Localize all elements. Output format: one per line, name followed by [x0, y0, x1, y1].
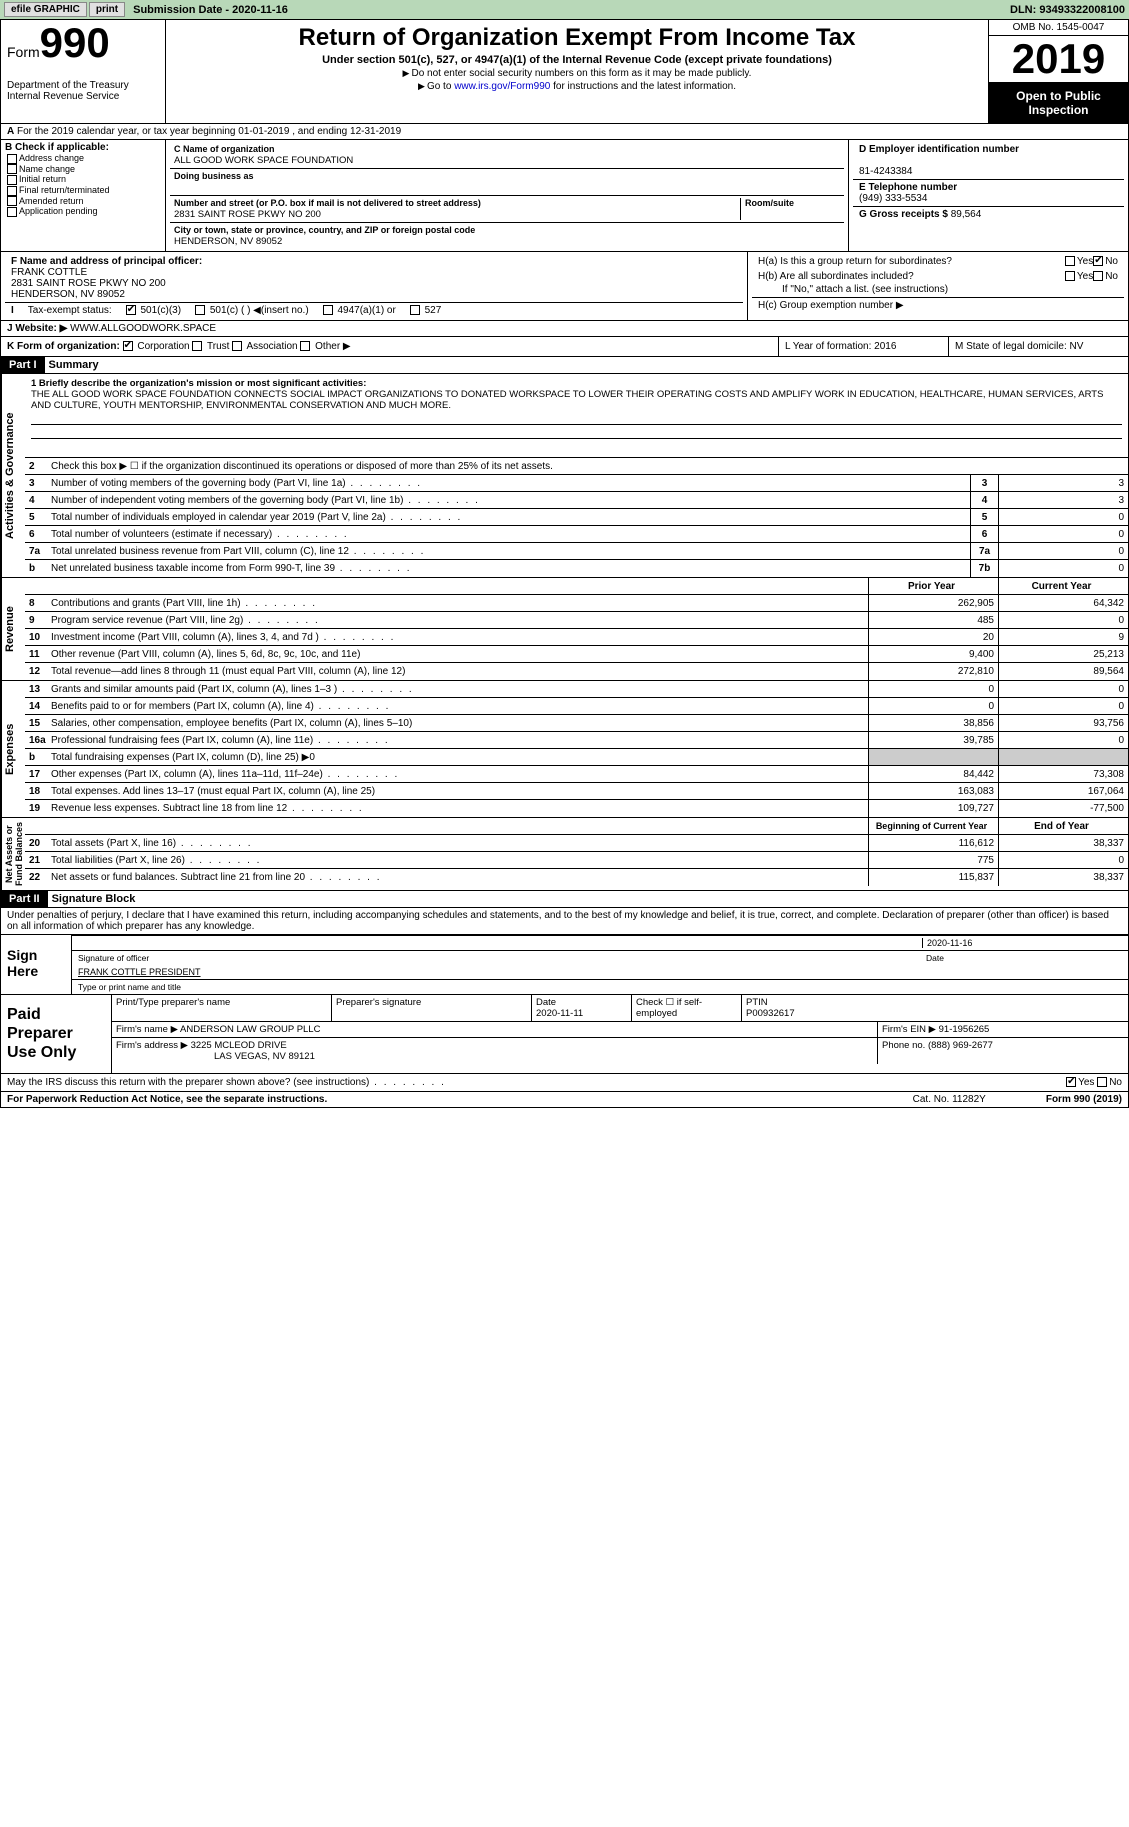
city: HENDERSON, NV 89052 [174, 236, 282, 247]
note-link: Go to www.irs.gov/Form990 for instructio… [174, 81, 980, 92]
section-a: A For the 2019 calendar year, or tax yea… [1, 124, 1128, 140]
form-number: Form990 [7, 24, 159, 62]
discuss-yes[interactable]: Yes [1066, 1077, 1094, 1088]
submission-label: Submission Date - 2020-11-16 [133, 4, 288, 16]
tax-year: 2019 [989, 36, 1128, 83]
website-row: J Website: ▶ WWW.ALLGOODWORK.SPACE [1, 321, 1128, 337]
line4-val: 3 [998, 492, 1128, 508]
checkbox-501c3[interactable]: 501(c)(3) [126, 305, 181, 316]
phone: (949) 333-5534 [859, 193, 927, 204]
checkbox-amended[interactable]: Amended return [7, 196, 161, 207]
state-domicile: M State of legal domicile: NV [948, 337, 1128, 356]
form-title: Return of Organization Exempt From Incom… [174, 24, 980, 52]
sign-here: Sign Here 2020-11-16 Signature of office… [1, 934, 1128, 994]
ein: 81-4243384 [859, 166, 912, 177]
part2-header: Part IISignature Block [1, 891, 1128, 908]
blocks-fh: F Name and address of principal officer:… [1, 252, 1128, 321]
checkbox-trust[interactable]: Trust [192, 341, 229, 352]
checkbox-address[interactable]: Address change [7, 153, 161, 164]
efile-button[interactable]: efile GRAPHIC [4, 2, 87, 17]
part1-header: Part ISummary [1, 357, 1128, 374]
form-header: Form990 Department of the TreasuryIntern… [1, 20, 1128, 124]
dln-label: DLN: 93493322008100 [1010, 4, 1125, 16]
line7a-val: 0 [998, 543, 1128, 559]
checkbox-corp[interactable]: Corporation [123, 341, 190, 352]
revenue-label: Revenue [1, 578, 25, 680]
line7b-val: 0 [998, 560, 1128, 577]
block-de: D Employer identification number81-42433… [848, 140, 1128, 251]
checkbox-name[interactable]: Name change [7, 164, 161, 175]
revenue-section: Revenue Prior YearCurrent Year 8Contribu… [1, 578, 1128, 681]
checkbox-4947[interactable]: 4947(a)(1) or [323, 305, 396, 316]
dept-label: Department of the TreasuryInternal Reven… [7, 80, 159, 102]
website[interactable]: WWW.ALLGOODWORK.SPACE [70, 323, 216, 334]
form-container: Form990 Department of the TreasuryIntern… [0, 19, 1129, 1108]
hb-yes[interactable]: Yes [1065, 271, 1093, 282]
balances-label: Net Assets orFund Balances [1, 818, 25, 890]
checkbox-501c[interactable]: 501(c) ( ) ◀(insert no.) [195, 305, 309, 316]
klm-row: K Form of organization: Corporation Trus… [1, 337, 1128, 357]
ha-no[interactable]: No [1093, 256, 1118, 267]
top-toolbar: efile GRAPHIC print Submission Date - 20… [0, 0, 1129, 19]
line3-val: 3 [998, 475, 1128, 491]
balances-section: Net Assets orFund Balances Beginning of … [1, 818, 1128, 891]
line5-val: 0 [998, 509, 1128, 525]
checkbox-pending[interactable]: Application pending [7, 206, 161, 217]
line6-val: 0 [998, 526, 1128, 542]
discuss-no[interactable]: No [1097, 1077, 1122, 1088]
form-subtitle: Under section 501(c), 527, or 4947(a)(1)… [174, 54, 980, 66]
blocks-bcde: B Check if applicable: Address change Na… [1, 140, 1128, 252]
gross-receipts: 89,564 [951, 209, 982, 220]
governance-label: Activities & Governance [1, 374, 25, 577]
org-name: ALL GOOD WORK SPACE FOUNDATION [174, 155, 353, 166]
note-ssn: Do not enter social security numbers on … [174, 68, 980, 79]
expenses-section: Expenses 13Grants and similar amounts pa… [1, 681, 1128, 818]
ha-yes[interactable]: Yes [1065, 256, 1093, 267]
checkbox-527[interactable]: 527 [410, 305, 441, 316]
year-formation: L Year of formation: 2016 [778, 337, 948, 356]
mission: 1 Briefly describe the organization's mi… [25, 374, 1128, 458]
irs-link[interactable]: www.irs.gov/Form990 [454, 81, 550, 92]
expenses-label: Expenses [1, 681, 25, 817]
declaration: Under penalties of perjury, I declare th… [1, 908, 1128, 934]
street: 2831 SAINT ROSE PKWY NO 200 [174, 209, 321, 220]
hb-no[interactable]: No [1093, 271, 1118, 282]
checkbox-final[interactable]: Final return/terminated [7, 185, 161, 196]
open-inspection: Open to Public Inspection [989, 83, 1128, 123]
block-b: B Check if applicable: Address change Na… [1, 140, 166, 251]
omb-number: OMB No. 1545-0047 [989, 20, 1128, 36]
checkbox-assoc[interactable]: Association [232, 341, 297, 352]
governance-section: Activities & Governance 1 Briefly descri… [1, 374, 1128, 578]
discuss-row: May the IRS discuss this return with the… [1, 1073, 1128, 1091]
block-c: C Name of organizationALL GOOD WORK SPAC… [166, 140, 848, 251]
checkbox-other[interactable]: Other ▶ [300, 341, 350, 352]
officer-name: FRANK COTTLE [11, 267, 87, 278]
checkbox-initial[interactable]: Initial return [7, 174, 161, 185]
page-footer: For Paperwork Reduction Act Notice, see … [1, 1091, 1128, 1107]
paid-preparer: Paid Preparer Use Only Print/Type prepar… [1, 994, 1128, 1073]
print-button[interactable]: print [89, 2, 125, 17]
officer-signature: FRANK COTTLE PRESIDENT [78, 967, 201, 977]
firm-name: ANDERSON LAW GROUP PLLC [180, 1024, 320, 1035]
